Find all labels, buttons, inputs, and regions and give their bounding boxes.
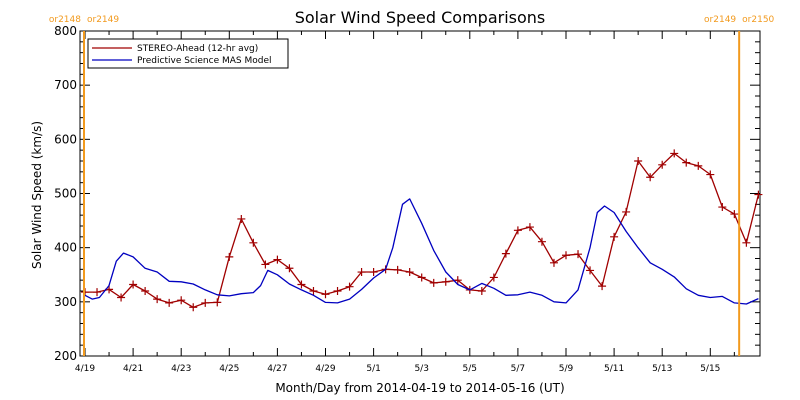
- data-point: [562, 251, 570, 260]
- x-tick-label: 4/29: [315, 364, 335, 374]
- x-tick-label: 5/3: [414, 364, 428, 374]
- data-point: [417, 273, 426, 282]
- legend-label-stereo: STEREO-Ahead (12-hr avg): [137, 44, 258, 54]
- chart-title: Solar Wind Speed Comparisons: [295, 8, 546, 27]
- data-point: [501, 249, 510, 258]
- y-tick-label: 800: [54, 24, 77, 38]
- data-point: [694, 161, 703, 170]
- data-point: [429, 278, 438, 287]
- data-point: [369, 268, 378, 277]
- data-point: [249, 238, 258, 247]
- carrington-labels: or2148 or2149 or2149 or2150: [49, 15, 775, 25]
- data-point: [237, 214, 246, 223]
- series-layer: [81, 149, 763, 312]
- x-tick-label: 4/23: [171, 364, 191, 374]
- data-point: [201, 298, 210, 307]
- data-point: [129, 280, 138, 289]
- data-point: [549, 258, 558, 267]
- data-point: [646, 173, 655, 182]
- x-tick-label: 5/5: [463, 364, 477, 374]
- y-tick-label: 400: [54, 241, 77, 255]
- data-point: [513, 226, 522, 235]
- data-point: [177, 296, 186, 305]
- data-point: [754, 190, 763, 199]
- data-point: [393, 265, 402, 274]
- y-tick-label: 300: [54, 295, 77, 309]
- data-point: [297, 280, 306, 289]
- x-tick-label: 4/27: [267, 364, 287, 374]
- data-point: [213, 298, 222, 307]
- data-point: [742, 238, 751, 247]
- data-point: [189, 303, 198, 312]
- data-point: [405, 268, 414, 277]
- carrington-label-right: or2149: [87, 15, 119, 25]
- y-tick-label: 500: [54, 187, 77, 201]
- x-tick-label: 5/9: [559, 364, 574, 374]
- data-point: [634, 157, 643, 165]
- data-point: [117, 293, 126, 302]
- data-point: [441, 277, 450, 286]
- data-point: [225, 252, 234, 261]
- data-point: [586, 266, 595, 275]
- data-point: [574, 250, 583, 259]
- y-tick-label: 700: [54, 78, 77, 92]
- data-point: [333, 287, 342, 295]
- data-point: [453, 276, 462, 285]
- x-tick-label: 5/15: [700, 364, 720, 374]
- data-point: [261, 260, 270, 269]
- y-tick-label: 600: [54, 132, 77, 146]
- data-point: [670, 149, 679, 158]
- x-axis: 4/19 4/21 4/23 4/25 4/27 4/29 5/1 5/3 5/5 5/7 5/9 5…: [75, 31, 735, 374]
- series-line-0: [85, 152, 760, 308]
- carrington-label-left: or2149: [704, 15, 736, 25]
- data-point: [610, 232, 619, 241]
- data-point: [706, 170, 715, 179]
- data-point: [321, 290, 330, 299]
- data-point: [525, 223, 534, 232]
- x-tick-label: 4/25: [219, 364, 239, 374]
- data-point: [153, 295, 162, 304]
- data-point: [165, 298, 174, 307]
- data-point: [285, 264, 294, 273]
- series-line-1: [84, 198, 759, 305]
- x-tick-label: 5/11: [604, 364, 624, 374]
- data-point: [477, 287, 486, 295]
- data-point: [309, 287, 318, 295]
- x-tick-label: 4/19: [75, 364, 95, 374]
- data-point: [273, 255, 282, 264]
- data-point: [658, 160, 667, 169]
- x-tick-label: 5/13: [652, 364, 672, 374]
- carrington-label-left: or2148: [49, 15, 81, 25]
- y-axis: 200 300 400 500 600 700 800: [54, 24, 760, 363]
- legend: STEREO-Ahead (12-hr avg) Predictive Scie…: [87, 38, 289, 69]
- x-axis-title: Month/Day from 2014-04-19 to 2014-05-16 …: [275, 381, 564, 395]
- legend-label-model: Predictive Science MAS Model: [137, 56, 272, 66]
- carrington-label-right: or2150: [742, 15, 774, 25]
- data-point: [357, 268, 366, 277]
- y-axis-title: Solar Wind Speed (km/s): [30, 121, 44, 269]
- data-point: [598, 282, 607, 291]
- x-tick-label: 5/1: [366, 364, 380, 374]
- data-point: [537, 237, 546, 246]
- carrington-lines: [83, 31, 741, 356]
- data-point: [682, 158, 691, 167]
- data-point: [730, 210, 739, 219]
- x-tick-label: 5/7: [511, 364, 525, 374]
- data-point: [489, 273, 498, 282]
- legend-box: [87, 38, 289, 69]
- data-point: [622, 207, 631, 216]
- data-point: [93, 288, 102, 297]
- plot-frame: [79, 30, 761, 357]
- data-point: [345, 282, 354, 291]
- data-point: [141, 287, 150, 295]
- y-tick-label: 200: [54, 349, 77, 363]
- x-tick-label: 4/21: [123, 364, 143, 374]
- data-point: [718, 203, 727, 212]
